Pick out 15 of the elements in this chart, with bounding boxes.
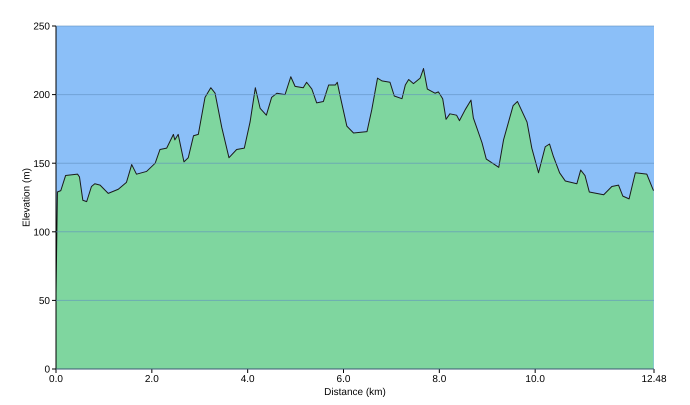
x-tick-label: 0.0	[49, 374, 64, 386]
x-tick-label: 4.0	[240, 374, 256, 386]
x-tick-label: 6.0	[336, 374, 351, 386]
y-tick-label: 200	[33, 90, 50, 102]
y-axis-title: Elevation (m)	[22, 168, 33, 227]
x-tick-label: 10.0	[525, 374, 546, 386]
y-tick-label: 50	[38, 296, 50, 307]
x-tick-label: 12.48	[641, 374, 667, 386]
y-tick-label: 100	[33, 227, 50, 238]
x-tick-label: 2.0	[144, 374, 160, 386]
y-tick-label: 0	[44, 364, 50, 376]
y-tick-label: 150	[33, 158, 50, 170]
y-tick-label: 250	[33, 22, 50, 33]
x-tick-label: 8.0	[432, 374, 447, 386]
x-axis-title: Distance (km)	[324, 387, 386, 398]
